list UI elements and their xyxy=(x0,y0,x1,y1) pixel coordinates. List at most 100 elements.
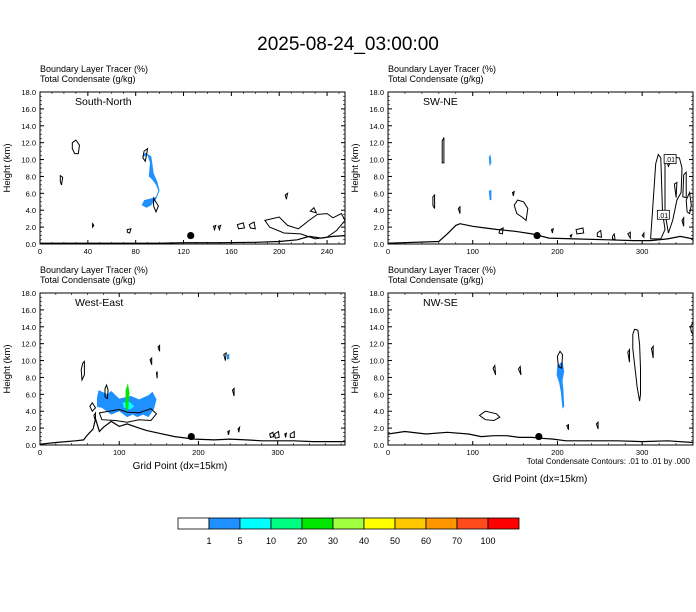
y-tick-label: 10.0 xyxy=(21,156,36,165)
colorbar-swatch xyxy=(394,517,427,530)
figure-title: 2025-08-24_03:00:00 xyxy=(257,34,439,55)
y-tick-label: 8.0 xyxy=(374,373,384,382)
y-tick-label: 14.0 xyxy=(369,122,384,131)
condensate-contour xyxy=(441,137,445,164)
tracer-shading xyxy=(488,154,492,167)
condensate-contour xyxy=(157,344,161,352)
condensate-contour xyxy=(92,222,95,229)
colorbar-label: 5 xyxy=(237,536,242,546)
y-axis-label: Height (km) xyxy=(350,143,361,192)
y-tick-label: 14.0 xyxy=(21,122,36,131)
y-tick-label: 0.0 xyxy=(26,441,36,450)
x-axis-label: Grid Point (dx=15km) xyxy=(493,474,588,485)
panel-header-tracer: Boundary Layer Tracer (%) xyxy=(388,64,496,74)
y-tick-label: 16.0 xyxy=(369,105,384,114)
y-tick-label: 6.0 xyxy=(374,189,384,198)
x-tick-label: 200 xyxy=(551,247,564,256)
tracer-shading xyxy=(556,361,565,409)
x-tick-label: 300 xyxy=(636,448,649,457)
x-tick-label: 240 xyxy=(321,247,334,256)
condensate-contour xyxy=(632,328,641,402)
condensate-contour xyxy=(556,350,564,369)
condensate-contour xyxy=(236,222,246,230)
y-tick-label: 12.0 xyxy=(369,139,384,148)
contour-label-box xyxy=(656,209,670,220)
condensate-contour xyxy=(273,430,280,439)
plot-frame xyxy=(387,91,694,245)
y-tick-label: 6.0 xyxy=(26,390,36,399)
y-tick-label: 0.0 xyxy=(374,441,384,450)
condensate-contour xyxy=(284,432,288,438)
y-tick-label: 18.0 xyxy=(369,289,384,298)
y-tick-label: 4.0 xyxy=(374,407,384,416)
x-tick-label: 100 xyxy=(113,448,126,457)
y-tick-label: 6.0 xyxy=(374,390,384,399)
condensate-contour xyxy=(575,227,585,235)
condensate-contour xyxy=(126,228,132,234)
condensate-contour xyxy=(682,170,687,199)
condensate-contour xyxy=(627,347,630,363)
y-tick-label: 2.0 xyxy=(374,424,384,433)
condensate-contour xyxy=(104,383,109,400)
y-tick-label: 10.0 xyxy=(21,357,36,366)
x-tick-label: 0 xyxy=(386,448,390,457)
colorbar-label: 60 xyxy=(421,536,431,546)
colorbar-label: 20 xyxy=(297,536,307,546)
y-tick-label: 14.0 xyxy=(21,323,36,332)
contour-label: .01 xyxy=(658,213,668,220)
condensate-contour xyxy=(309,206,318,214)
colorbar-swatch xyxy=(363,517,396,530)
condensate-contour xyxy=(227,429,230,436)
condensate-contour xyxy=(569,233,573,239)
condensate-contour xyxy=(550,227,554,234)
y-tick-label: 6.0 xyxy=(26,189,36,198)
x-tick-label: 200 xyxy=(273,247,286,256)
x-tick-label: 160 xyxy=(225,247,238,256)
plot-area: .01 .01 xyxy=(388,137,693,244)
condensate-contour xyxy=(149,356,153,365)
colorbar-swatch xyxy=(301,517,334,530)
plot-frame xyxy=(39,292,346,446)
condensate-contour xyxy=(650,153,666,240)
y-tick-label: 4.0 xyxy=(374,206,384,215)
x-tick-label: 0 xyxy=(38,247,42,256)
terrain-line xyxy=(388,430,693,444)
y-tick-label: 18.0 xyxy=(21,289,36,298)
tracer-shading xyxy=(125,383,130,413)
colorbar-swatch xyxy=(177,517,210,530)
site-marker xyxy=(535,432,543,441)
y-tick-label: 18.0 xyxy=(21,88,36,97)
plot-frame xyxy=(39,91,346,245)
condensate-contour xyxy=(284,192,289,200)
terrain-line xyxy=(388,223,693,244)
y-tick-label: 10.0 xyxy=(369,357,384,366)
panel-sw-ne: Boundary Layer Tracer (%)Total Condensat… xyxy=(350,64,694,256)
panel-label: South-North xyxy=(75,96,132,108)
condensate-contour xyxy=(212,224,217,232)
condensate-contour xyxy=(155,371,158,379)
terrain-line xyxy=(40,416,345,445)
y-tick-label: 10.0 xyxy=(369,156,384,165)
site-marker xyxy=(187,432,195,441)
condensate-contour xyxy=(513,199,529,222)
condensate-contour xyxy=(673,181,678,198)
y-tick-label: 18.0 xyxy=(369,88,384,97)
condensate-contour xyxy=(248,221,256,230)
y-tick-label: 8.0 xyxy=(374,172,384,181)
contour-footnote: Total Condensate Contours: .01 to .01 by… xyxy=(527,457,691,466)
plot-area xyxy=(40,344,345,445)
condensate-contour xyxy=(641,231,645,239)
colorbar-label: 1 xyxy=(206,536,211,546)
y-axis-label: Height (km) xyxy=(2,143,13,192)
condensate-contour xyxy=(498,227,504,235)
y-axis-label: Height (km) xyxy=(350,344,361,393)
condensate-contour xyxy=(689,321,693,336)
panel-label: SW-NE xyxy=(423,96,458,108)
condensate-contour xyxy=(142,147,149,163)
colorbar-label: 30 xyxy=(328,536,338,546)
panel-south-north: Boundary Layer Tracer (%)Total Condensat… xyxy=(2,64,346,256)
x-tick-label: 120 xyxy=(177,247,190,256)
y-tick-label: 16.0 xyxy=(369,306,384,315)
panel-header-condensate: Total Condensate (g/kg) xyxy=(388,74,484,84)
condensate-contour xyxy=(566,423,569,430)
